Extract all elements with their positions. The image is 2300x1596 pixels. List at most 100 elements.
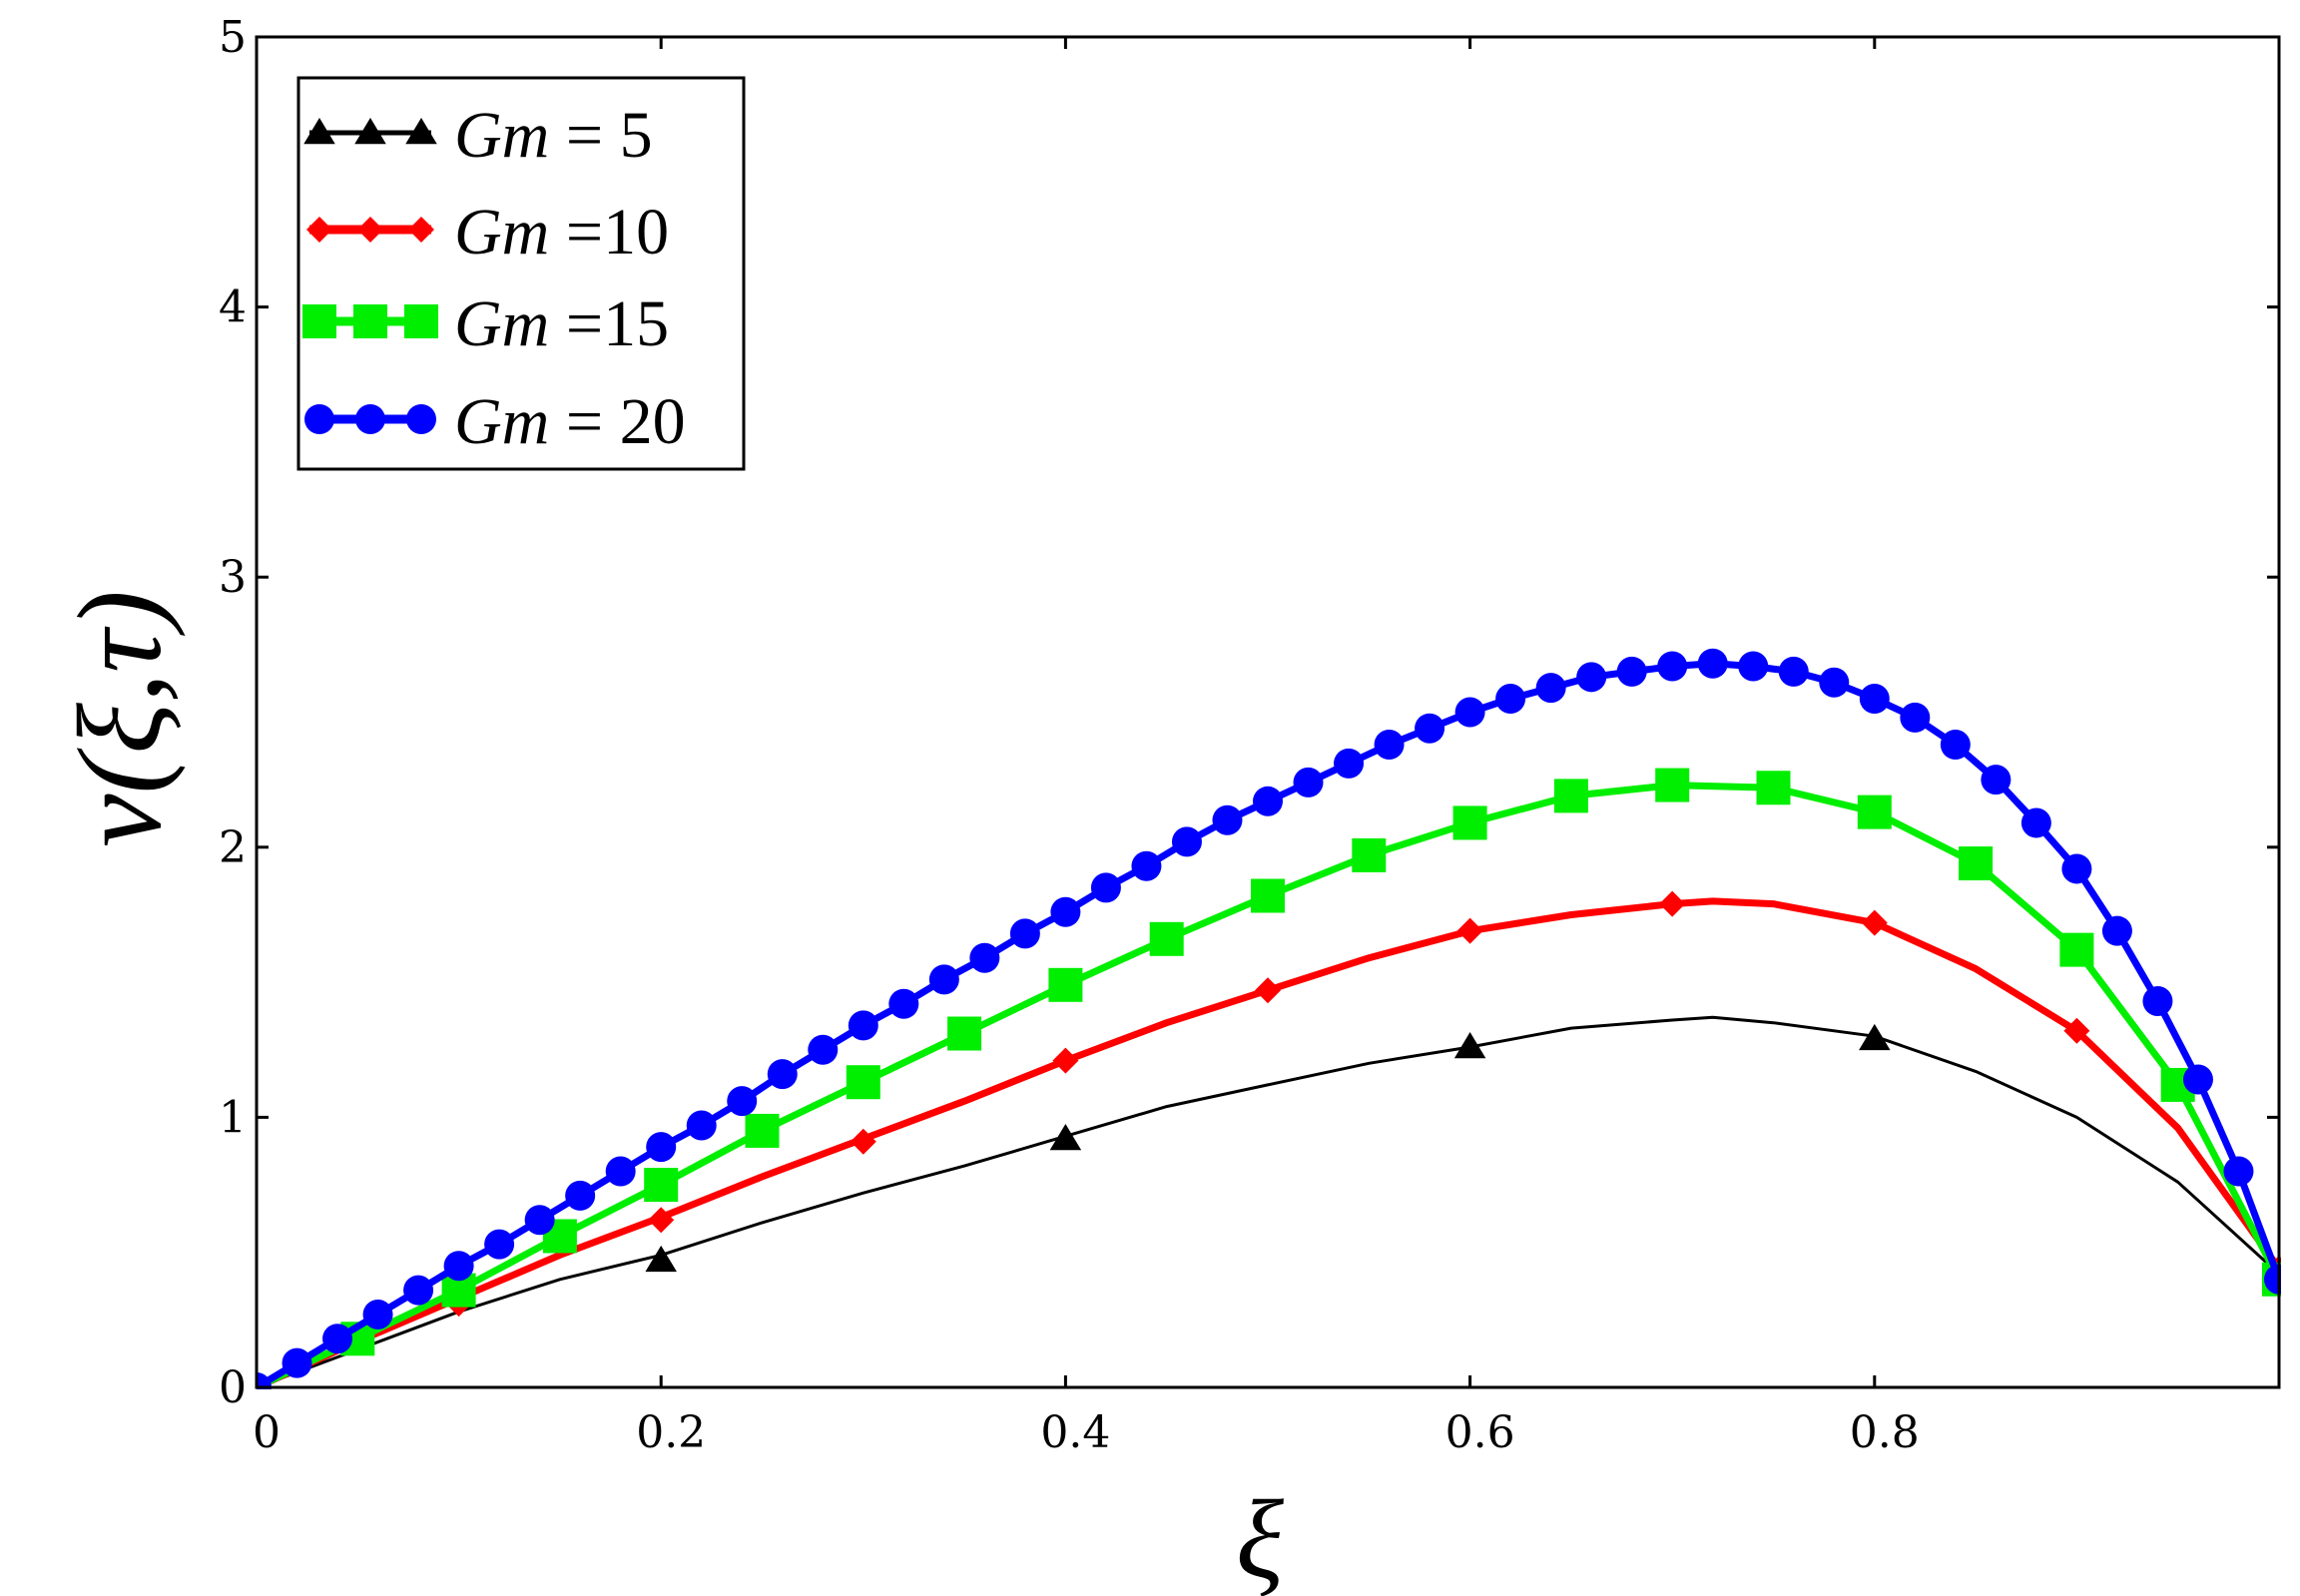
data-point (745, 1113, 780, 1148)
y-tick-label: 2 (219, 822, 247, 873)
legend-marker (354, 118, 386, 145)
series-line-1 (257, 1015, 2281, 1389)
data-point (1131, 850, 1162, 881)
data-point (2223, 1156, 2254, 1187)
data-point (888, 988, 919, 1019)
x-axis-title: ξ (1236, 1478, 1284, 1596)
y-tick-label: 0 (219, 1362, 247, 1413)
data-point (2063, 1017, 2090, 1044)
data-point (1940, 729, 1971, 760)
data-point (1959, 846, 1994, 881)
data-point (257, 1372, 272, 1389)
data-point (322, 1324, 353, 1354)
data-point (1659, 890, 1686, 917)
data-point (1819, 667, 1850, 698)
y-axis-title: v(ξ,τ) (53, 590, 186, 847)
series-1 (257, 1015, 2281, 1389)
data-point (1171, 826, 1202, 857)
data-point (808, 1034, 839, 1065)
data-point (646, 1132, 677, 1163)
legend-marker (404, 304, 438, 338)
legend-label-var: Gm (454, 287, 549, 360)
legend-label-val: 5 (620, 99, 653, 172)
legend-label: Gm = 5 (454, 99, 653, 172)
data-point (362, 1299, 393, 1330)
data-point (1454, 697, 1485, 728)
data-point (2101, 915, 2132, 946)
legend-marker (406, 404, 436, 434)
data-point (1495, 683, 1526, 714)
data-point (1253, 786, 1283, 816)
legend-label-eq: = (549, 99, 619, 172)
legend-entry-2: Gm =10 (306, 196, 669, 268)
legend-label-val: 15 (603, 287, 669, 360)
data-point (2264, 1264, 2281, 1295)
data-point (1535, 673, 1566, 704)
data-point (727, 1086, 758, 1117)
x-tick-label: 0.8 (1850, 1407, 1920, 1458)
data-point (1576, 662, 1607, 693)
y-tick-label: 5 (219, 12, 247, 63)
data-point (848, 1010, 878, 1041)
data-point (1553, 779, 1588, 813)
legend-marker (357, 217, 383, 243)
data-point (2059, 932, 2094, 967)
data-point (403, 1275, 434, 1306)
x-tick-label: 0.6 (1445, 1407, 1515, 1458)
y-tick-label: 4 (219, 282, 247, 333)
data-point (1861, 909, 1888, 936)
data-point (846, 1065, 880, 1100)
data-point (565, 1180, 596, 1211)
legend-label-var: Gm (454, 385, 549, 458)
data-point (928, 964, 959, 995)
legend-label: Gm =15 (454, 287, 669, 360)
legend-label-var: Gm (454, 99, 549, 172)
data-point (1738, 651, 1769, 682)
legend-label-eq: = (549, 196, 603, 268)
x-tick-label: 0 (253, 1407, 281, 1458)
data-point (850, 1128, 876, 1155)
data-point (947, 1016, 982, 1051)
legend-label-var: Gm (454, 196, 549, 268)
legend-marker (303, 118, 335, 145)
data-point (1859, 1023, 1891, 1051)
legend-label-eq: = (549, 385, 619, 458)
legend-marker (405, 118, 437, 145)
y-tick-label: 1 (219, 1092, 247, 1143)
data-point (2020, 807, 2051, 838)
data-point (1334, 748, 1365, 779)
data-point (1859, 683, 1890, 714)
legend-marker (408, 217, 434, 243)
data-point (1981, 765, 2012, 796)
legend-label-val: 10 (603, 196, 669, 268)
data-point (1756, 771, 1791, 805)
data-point (644, 1168, 679, 1203)
legend-entry-4: Gm = 20 (304, 385, 686, 458)
data-point (1857, 795, 1892, 829)
axes-layer: 0 1 2 3 4 5 0 0.2 0.4 0.6 0.8 ξ v(ξ,τ) (53, 12, 2281, 1596)
data-point (1415, 713, 1445, 744)
data-point (1374, 729, 1405, 760)
series-2 (257, 890, 2281, 1389)
data-point (1255, 977, 1281, 1004)
legend-entry-3: Gm =15 (302, 287, 669, 360)
data-point (1778, 656, 1809, 687)
series-line-2 (257, 897, 2281, 1389)
data-point (1090, 872, 1121, 903)
data-point (1009, 918, 1040, 949)
legend-label: Gm = 20 (454, 385, 686, 458)
legend-marker (353, 304, 387, 338)
legend-label-eq: = (549, 287, 603, 360)
legend-label-val: 20 (620, 385, 686, 458)
data-point (1048, 967, 1083, 1002)
x-tick-label: 0.2 (636, 1407, 706, 1458)
data-point (484, 1229, 515, 1260)
legend-marker (355, 404, 385, 434)
data-point (969, 942, 1000, 973)
data-point (1052, 1047, 1079, 1074)
data-point (1049, 1124, 1082, 1151)
data-point (443, 1251, 474, 1282)
data-point (2142, 986, 2173, 1017)
